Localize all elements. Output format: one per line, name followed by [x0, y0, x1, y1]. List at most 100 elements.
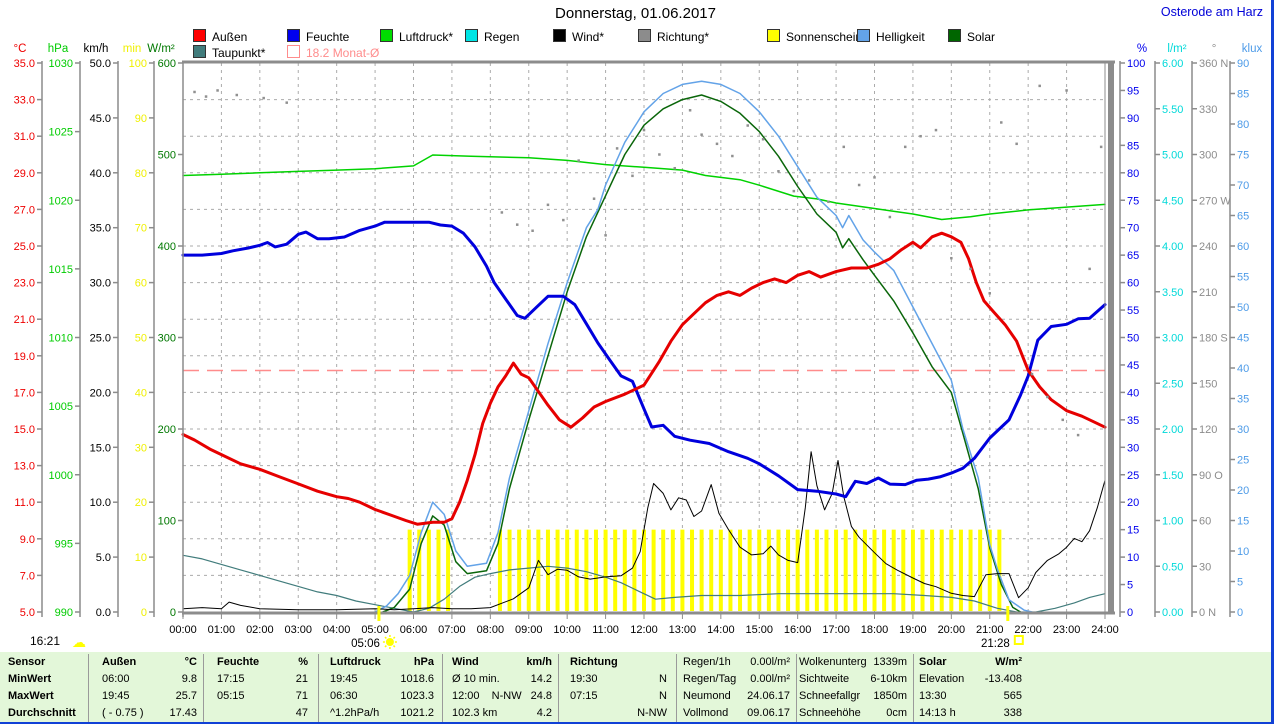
axis-label: 18:00 [861, 624, 889, 636]
axis-label: 0.0 [96, 607, 111, 619]
axis-label: 19.0 [14, 351, 35, 363]
axis-label: 14:00 [707, 624, 735, 636]
axis-label: 17:00 [822, 624, 850, 636]
table-cell-sensor-0: Sensor [8, 656, 46, 668]
axis-label: min [123, 43, 142, 55]
axis-brightness: 0 5 10 15 20 25 30 35 40 45 50 55 60 65 70 75 80 85 90 klux [1229, 43, 1262, 619]
axis-label: 5.0 [96, 552, 111, 564]
axis-label: 100 [1127, 58, 1145, 70]
axis-label: 600 [158, 58, 176, 70]
legend-label: 18.2 Monat-Ø [306, 46, 380, 60]
axis-label: 50 [1127, 333, 1139, 345]
legend-label: Feuchte [306, 30, 350, 44]
axis-label: 95 [1127, 85, 1139, 97]
table-cell-richtung-2: 07:15 N [570, 690, 667, 702]
axis-label: 60 [1127, 278, 1139, 290]
axis-label: 20 [1237, 485, 1249, 497]
axis-label: 40 [1237, 363, 1249, 375]
legend-item-taupunkt-: Taupunkt* [193, 45, 266, 60]
table-cell-luftdruck-2: 06:30 1023.3 [330, 690, 434, 702]
axis-label: 80 [1237, 119, 1249, 131]
axis-label: 270 W [1199, 195, 1231, 207]
axis-label: 1.00 [1162, 516, 1183, 528]
legend-color-square-icon [380, 29, 393, 42]
axis-label: 55 [1127, 305, 1139, 317]
legend-color-square-icon [193, 45, 206, 58]
table-cell-aussen-0: Außen °C [102, 656, 197, 668]
table-cell-wind-1: Ø 10 min. 14.2 [452, 673, 552, 685]
axis-label: 5.50 [1162, 104, 1183, 116]
legend-item-sonnenschein: Sonnenschein [767, 29, 862, 44]
axis-label: 23:00 [1053, 624, 1081, 636]
series-feuchte [181, 220, 1107, 499]
legend-open-square-icon [287, 45, 300, 58]
axis-label: 300 [1199, 150, 1217, 162]
axis-label: 40 [135, 387, 147, 399]
axis-label: 30 [135, 442, 147, 454]
axis-label: 10.0 [90, 497, 111, 509]
axis-label: 15 [1237, 516, 1249, 528]
sun-markers: 05:06 21:28 16:21 ☁ [30, 606, 1024, 650]
axis-label: 1.50 [1162, 470, 1183, 482]
axis-label: 07:00 [438, 624, 466, 636]
series-luftdruck [182, 154, 1106, 221]
axis-label: 990 [55, 607, 73, 619]
axis-humidity: 0 5 10 15 20 25 30 35 40 45 50 55 60 65 70 75 80 85 90 95 10… [1119, 43, 1147, 619]
axis-label: 45.0 [90, 113, 111, 125]
axis-label: 15.0 [90, 442, 111, 454]
table-cell-wolken-0: Wolkenunterg 1339m [799, 656, 907, 668]
axis-label: 0 [141, 607, 147, 619]
legend-color-square-icon [948, 29, 961, 42]
table-cell-wind-3: 102.3 km 4.2 [452, 707, 552, 719]
axis-label: 09:00 [515, 624, 543, 636]
legend-label: Solar [967, 30, 996, 44]
axis-label: 16:00 [784, 624, 812, 636]
axis-label: 13.0 [14, 461, 35, 473]
axis-label: 55 [1237, 272, 1249, 284]
legend-item-regen: Regen [465, 29, 520, 44]
legend-item-solar: Solar [948, 29, 996, 44]
table-cell-aussen-1: 06:00 9.8 [102, 673, 197, 685]
legend-item-luftdruck-: Luftdruck* [380, 29, 453, 44]
axis-label: 1010 [49, 333, 73, 345]
axis-label: 45 [1127, 360, 1139, 372]
axis-label: 50 [1237, 302, 1249, 314]
axis-label: 75 [1127, 195, 1139, 207]
axis-label: 4.50 [1162, 195, 1183, 207]
table-cell-solar-3: 14:13 h 338 [919, 707, 1022, 719]
axis-label: 0 [170, 607, 176, 619]
axis-label: 100 [158, 516, 176, 528]
stats-table: Sensor MinWert MaxWert Durchschnitt Außen °C 0… [0, 652, 1271, 722]
sunset-square-icon [1013, 635, 1024, 645]
axis-label: 13:00 [669, 624, 697, 636]
axis-label: km/h [84, 43, 109, 55]
axis-label: 1000 [49, 470, 73, 482]
axis-sunshine: 0 10 20 30 40 50 60 70 80 90 100 min [123, 43, 155, 619]
axis-label: 30 [1127, 442, 1139, 454]
axis-label: 60 [1199, 516, 1211, 528]
axis-label: 240 [1199, 241, 1217, 253]
axis-label: 40 [1127, 387, 1139, 399]
axis-label: 40.0 [90, 168, 111, 180]
axis-label: 10:00 [553, 624, 581, 636]
axis-wind: 0.0 5.0 10.0 15.0 20.0 25.0 30.0 35.0 40.0 45.0 50… [84, 43, 119, 619]
axis-label: 360 N [1199, 58, 1228, 70]
axis-label: 0.00 [1162, 607, 1183, 619]
axis-label: 10 [1237, 546, 1249, 558]
gridlines [183, 63, 1105, 612]
axis-label: 20:00 [938, 624, 966, 636]
legend-label: Taupunkt* [212, 46, 266, 60]
axis-label: 25 [1237, 455, 1249, 467]
axis-label: 23.0 [14, 278, 35, 290]
axis-label: 11.0 [14, 497, 35, 509]
table-cell-feuchte-3: 47 [295, 707, 308, 719]
axis-label: 85 [1237, 89, 1249, 101]
legend-label: Regen [484, 30, 520, 44]
table-cell-solar-0: Solar W/m² [919, 656, 1022, 668]
table-cell-feuchte-0: Feuchte% [217, 656, 308, 668]
axis-label: 400 [158, 241, 176, 253]
sunrise-sun-icon [382, 635, 397, 649]
axis-rain: 0.00 0.50 1.00 1.50 2.00 2.50 3.00 3.50 4.00 4.50… [1154, 43, 1187, 619]
table-cell-wind-2: 12:00 N-NW 24.8 [452, 690, 552, 702]
table-cell-feuchte-1: 17:15 21 [217, 673, 308, 685]
